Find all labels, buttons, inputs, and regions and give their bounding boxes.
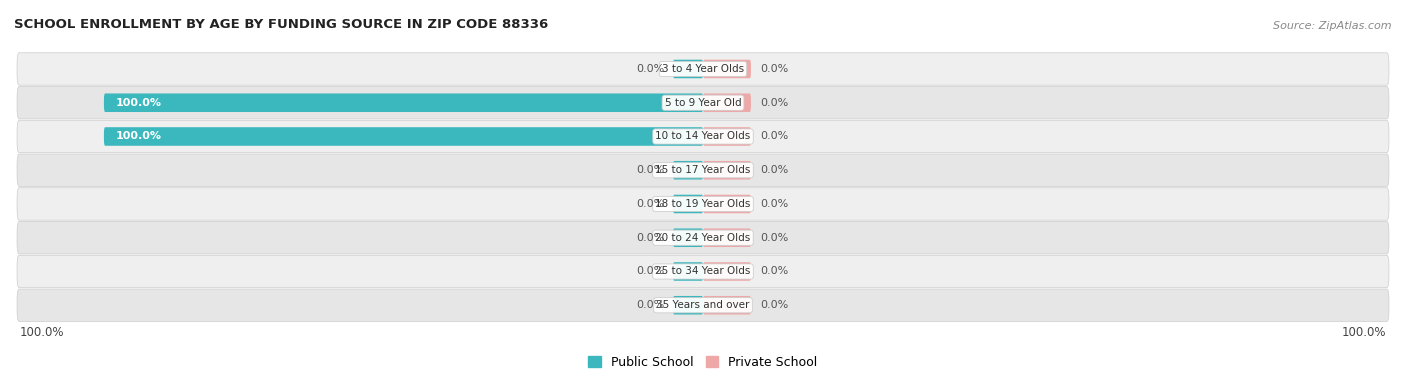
Text: 10 to 14 Year Olds: 10 to 14 Year Olds [655, 132, 751, 141]
FancyBboxPatch shape [673, 161, 703, 180]
FancyBboxPatch shape [17, 222, 1389, 254]
Text: 0.0%: 0.0% [759, 132, 789, 141]
FancyBboxPatch shape [673, 296, 703, 314]
FancyBboxPatch shape [17, 53, 1389, 85]
Text: 100.0%: 100.0% [115, 98, 162, 108]
FancyBboxPatch shape [17, 154, 1389, 186]
FancyBboxPatch shape [104, 93, 703, 112]
Text: 18 to 19 Year Olds: 18 to 19 Year Olds [655, 199, 751, 209]
FancyBboxPatch shape [17, 87, 1389, 119]
FancyBboxPatch shape [17, 188, 1389, 220]
Text: 100.0%: 100.0% [1341, 326, 1386, 339]
FancyBboxPatch shape [673, 60, 703, 78]
FancyBboxPatch shape [104, 127, 703, 146]
FancyBboxPatch shape [17, 120, 1389, 153]
Text: SCHOOL ENROLLMENT BY AGE BY FUNDING SOURCE IN ZIP CODE 88336: SCHOOL ENROLLMENT BY AGE BY FUNDING SOUR… [14, 18, 548, 31]
FancyBboxPatch shape [673, 262, 703, 281]
Text: 100.0%: 100.0% [115, 132, 162, 141]
Text: 0.0%: 0.0% [636, 199, 664, 209]
Text: Source: ZipAtlas.com: Source: ZipAtlas.com [1274, 21, 1392, 31]
FancyBboxPatch shape [703, 93, 751, 112]
Text: 0.0%: 0.0% [636, 165, 664, 175]
FancyBboxPatch shape [703, 60, 751, 78]
Text: 0.0%: 0.0% [759, 266, 789, 276]
FancyBboxPatch shape [703, 161, 751, 180]
Text: 0.0%: 0.0% [636, 300, 664, 310]
Text: 100.0%: 100.0% [20, 326, 65, 339]
FancyBboxPatch shape [17, 289, 1389, 321]
Text: 0.0%: 0.0% [759, 233, 789, 243]
Text: 0.0%: 0.0% [636, 266, 664, 276]
Text: 0.0%: 0.0% [759, 64, 789, 74]
FancyBboxPatch shape [673, 195, 703, 213]
FancyBboxPatch shape [703, 228, 751, 247]
Text: 0.0%: 0.0% [759, 300, 789, 310]
Text: 0.0%: 0.0% [759, 165, 789, 175]
Text: 35 Years and over: 35 Years and over [657, 300, 749, 310]
Legend: Public School, Private School: Public School, Private School [583, 351, 823, 373]
Text: 3 to 4 Year Olds: 3 to 4 Year Olds [662, 64, 744, 74]
FancyBboxPatch shape [703, 296, 751, 314]
Text: 0.0%: 0.0% [759, 98, 789, 108]
Text: 25 to 34 Year Olds: 25 to 34 Year Olds [655, 266, 751, 276]
FancyBboxPatch shape [703, 262, 751, 281]
Text: 5 to 9 Year Old: 5 to 9 Year Old [665, 98, 741, 108]
FancyBboxPatch shape [703, 195, 751, 213]
FancyBboxPatch shape [673, 228, 703, 247]
Text: 0.0%: 0.0% [636, 64, 664, 74]
FancyBboxPatch shape [17, 255, 1389, 288]
Text: 15 to 17 Year Olds: 15 to 17 Year Olds [655, 165, 751, 175]
Text: 0.0%: 0.0% [759, 199, 789, 209]
FancyBboxPatch shape [703, 127, 751, 146]
Text: 0.0%: 0.0% [636, 233, 664, 243]
Text: 20 to 24 Year Olds: 20 to 24 Year Olds [655, 233, 751, 243]
